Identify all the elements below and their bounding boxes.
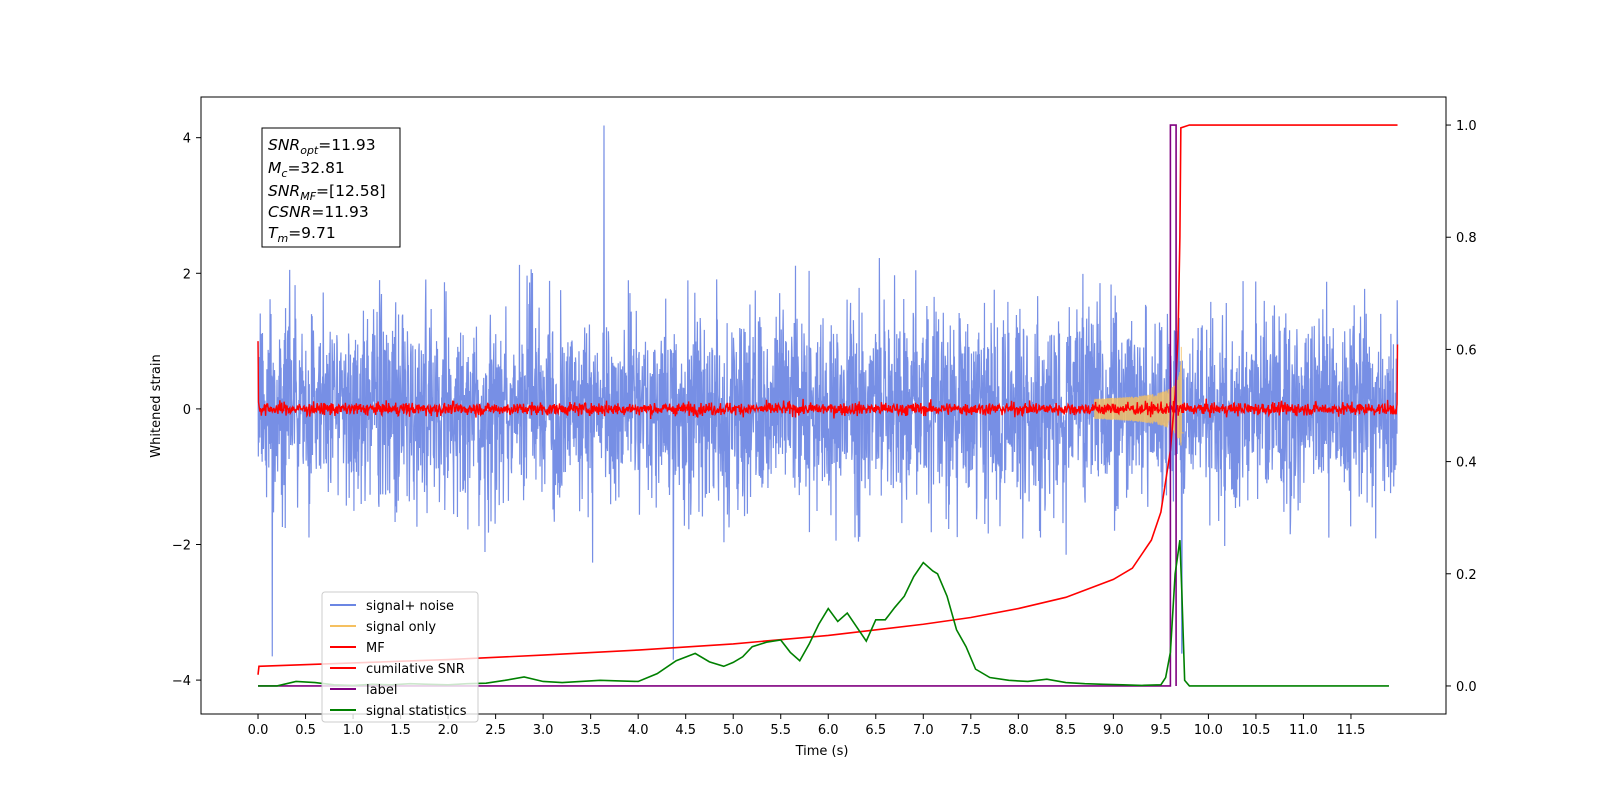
series-cumulative-snr-line [257, 124, 1398, 675]
legend-label-signal-only: signal only [366, 620, 436, 635]
x-tick-label: 3.0 [533, 723, 554, 738]
y-tick-label: 0 [183, 403, 191, 418]
x-tick-label: 9.5 [1151, 723, 1172, 738]
y-right-tick-label: 0.6 [1456, 343, 1477, 358]
stats-merger-time: Tm=9.71 [268, 224, 336, 245]
chart-legend: signal+ noise signal only MF cumilative … [321, 591, 479, 723]
y-right-tick-label: 0.4 [1456, 456, 1477, 471]
x-tick-label: 8.0 [1008, 723, 1029, 738]
axes-layer: 0.0 0.5 1.0 1.5 2.0 2.5 3.0 3.5 4.0 4.5 5.0 5.5 6.0 6… [172, 119, 1477, 738]
legend-label-signal-statistics: signal statistics [366, 704, 467, 719]
stats-snr-opt: SNRopt=11.93 [268, 136, 376, 157]
x-tick-label: 9.0 [1103, 723, 1124, 738]
y-right-tick-label: 0.0 [1456, 680, 1477, 695]
x-tick-label: 7.5 [960, 723, 981, 738]
series-layer [257, 124, 1399, 687]
y-tick-label: −2 [172, 538, 191, 553]
x-tick-label: 0.5 [295, 723, 316, 738]
x-tick-label: 11.5 [1336, 723, 1365, 738]
x-axis-label: Time (s) [795, 744, 849, 759]
x-tick-label: 1.0 [343, 723, 364, 738]
x-tick-label: 0.0 [248, 723, 269, 738]
x-tick-label: 8.5 [1056, 723, 1077, 738]
stats-box-frame [261, 127, 401, 248]
legend-label-label: label [366, 683, 397, 698]
x-tick-label: 6.0 [818, 723, 839, 738]
x-tick-label: 10.0 [1194, 723, 1223, 738]
x-tick-label: 2.5 [485, 723, 506, 738]
x-tick-label: 2.0 [438, 723, 459, 738]
legend-label-cumulative-snr: cumilative SNR [366, 662, 465, 677]
y-right-tick-label: 1.0 [1456, 119, 1477, 134]
series-label-line [258, 124, 1177, 687]
y-right-tick-label: 0.8 [1456, 231, 1477, 246]
x-tick-label: 5.0 [723, 723, 744, 738]
y-tick-label: 4 [183, 132, 191, 147]
stats-snr-mf: SNRMF=[12.58] [268, 182, 386, 203]
x-tick-label: 11.0 [1289, 723, 1318, 738]
x-tick-label: 3.5 [580, 723, 601, 738]
x-tick-label: 4.0 [628, 723, 649, 738]
x-tick-label: 6.5 [865, 723, 886, 738]
x-tick-label: 1.5 [390, 723, 411, 738]
y-tick-label: −4 [172, 674, 191, 689]
stats-csnr: CSNR=11.93 [268, 203, 369, 221]
y-right-tick-label: 0.2 [1456, 568, 1477, 583]
series-signal-only-line [1093, 346, 1184, 446]
stats-annotation-box: SNRopt=11.93 Mc=32.81 SNRMF=[12.58] CSNR… [261, 127, 401, 248]
stats-chirp-mass: Mc=32.81 [268, 159, 345, 180]
x-tick-label: 10.5 [1241, 723, 1270, 738]
y-tick-label: 2 [183, 267, 191, 282]
plot-frame [200, 96, 1447, 715]
x-tick-label: 7.0 [913, 723, 934, 738]
x-tick-label: 4.5 [675, 723, 696, 738]
legend-label-signal-noise: signal+ noise [366, 599, 454, 614]
legend-label-mf: MF [366, 641, 385, 656]
series-mf-line [257, 341, 1399, 419]
x-tick-label: 5.5 [770, 723, 791, 738]
legend-frame [321, 591, 479, 723]
y-axis-label: Whitened strain [149, 354, 164, 457]
